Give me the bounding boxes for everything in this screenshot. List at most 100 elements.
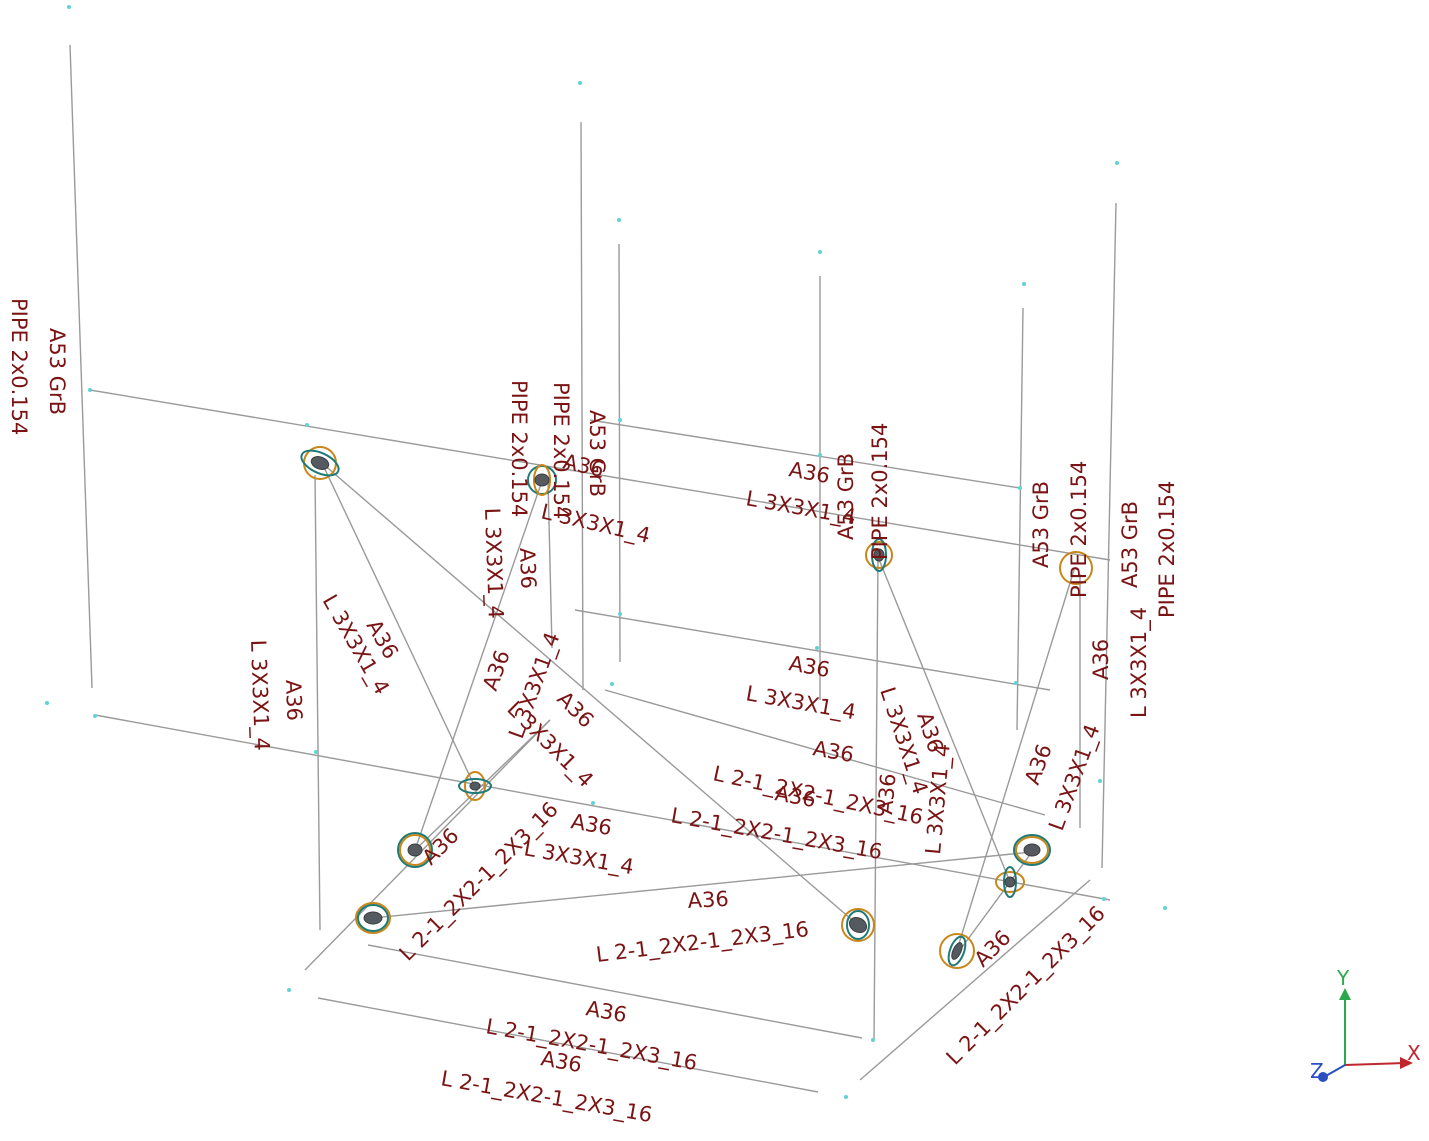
material-label: A36	[478, 647, 515, 694]
node-point[interactable]	[815, 646, 819, 650]
material-label: A36	[970, 926, 1016, 972]
material-label: A36	[552, 687, 598, 733]
member-line[interactable]	[589, 419, 1021, 489]
release-symbol[interactable]	[995, 866, 1025, 898]
member-line[interactable]	[314, 474, 321, 931]
member-line[interactable]	[574, 609, 1051, 691]
material-label: A36	[281, 679, 306, 721]
material-label: A36	[1089, 639, 1113, 680]
material-label: A53 GrB	[1029, 481, 1053, 568]
joint-release-symbols	[298, 445, 1093, 969]
node-point[interactable]	[618, 612, 622, 616]
structure-members	[69, 44, 1117, 1093]
node-point[interactable]	[818, 453, 822, 457]
section-label: PIPE 2x0.154	[7, 298, 31, 435]
member-line[interactable]	[618, 243, 621, 663]
node-point[interactable]	[871, 1038, 875, 1042]
node-point[interactable]	[578, 81, 582, 85]
section-label: L 3X3X1_4	[1044, 721, 1105, 834]
node-point[interactable]	[93, 714, 97, 718]
member-line[interactable]	[317, 997, 819, 1093]
section-label: L 3X3X1_4	[921, 743, 956, 856]
node-point[interactable]	[1098, 779, 1102, 783]
node-point[interactable]	[1018, 486, 1022, 490]
node-point[interactable]	[610, 682, 614, 686]
node-point[interactable]	[844, 1095, 848, 1099]
section-label: L 2-1_2X2-1_2X3_16	[439, 1066, 654, 1128]
section-label: PIPE 2x0.154	[868, 423, 892, 560]
member-line[interactable]	[372, 851, 1033, 919]
release-symbol[interactable]	[397, 832, 433, 868]
node-point[interactable]	[618, 418, 622, 422]
release-symbol[interactable]	[298, 445, 343, 480]
section-label: PIPE 2x0.154	[1067, 461, 1091, 598]
node-point[interactable]	[617, 218, 621, 222]
node-point[interactable]	[818, 250, 822, 254]
member-line[interactable]	[414, 480, 543, 851]
member-line[interactable]	[94, 714, 1111, 901]
node-point[interactable]	[88, 388, 92, 392]
member-line[interactable]	[1016, 307, 1024, 731]
release-symbol[interactable]	[865, 538, 893, 572]
material-label: A36	[873, 772, 900, 815]
material-label: A36	[687, 887, 729, 913]
material-label: A36	[569, 809, 614, 840]
node-point[interactable]	[1014, 681, 1018, 685]
x-axis-label: X	[1407, 1041, 1421, 1065]
node-point[interactable]	[287, 988, 291, 992]
node-point[interactable]	[67, 5, 71, 9]
section-label: PIPE 2x0.154	[549, 382, 573, 519]
material-label: A53 GrB	[45, 328, 69, 415]
section-label: L 2-1_2X2-1_2X3_16	[484, 1014, 699, 1076]
release-symbol[interactable]	[458, 771, 492, 801]
member-line[interactable]	[547, 479, 553, 649]
node-point[interactable]	[591, 801, 595, 805]
x-axis-arrow	[1400, 1057, 1413, 1069]
material-label: A36	[787, 457, 832, 488]
section-label: L 3X3X1_4	[479, 507, 508, 619]
section-label: L 2-1_2X2-1_2X3_16	[395, 797, 564, 966]
member-line[interactable]	[873, 556, 879, 1041]
node-point[interactable]	[1102, 897, 1106, 901]
node-point[interactable]	[1163, 906, 1167, 910]
section-label: PIPE 2x0.154	[1155, 481, 1179, 618]
node-point[interactable]	[314, 750, 318, 754]
member-line[interactable]	[604, 689, 1046, 816]
release-symbol[interactable]	[355, 902, 391, 934]
node-point[interactable]	[1115, 161, 1119, 165]
member-line[interactable]	[1101, 202, 1117, 869]
section-label: L 2-1_2X2-1_2X3_16	[942, 901, 1111, 1070]
node-point[interactable]	[1022, 282, 1026, 286]
member-line[interactable]	[321, 462, 859, 926]
release-symbol[interactable]	[1013, 834, 1051, 866]
member-line[interactable]	[321, 462, 476, 788]
axis-triad: Y X Z	[1310, 966, 1421, 1083]
member-line[interactable]	[959, 851, 1033, 951]
member-line[interactable]	[367, 944, 863, 1039]
member-line[interactable]	[956, 569, 1075, 951]
member-line[interactable]	[69, 44, 93, 689]
node-point[interactable]	[45, 701, 49, 705]
release-symbol[interactable]	[527, 464, 557, 496]
material-label: A36	[1020, 741, 1057, 788]
material-label: A53 GrB	[834, 453, 858, 540]
section-label: L 3X3X1_4	[522, 836, 636, 880]
member-line[interactable]	[304, 719, 551, 971]
material-label: A36	[811, 736, 856, 767]
release-symbol[interactable]	[841, 908, 875, 942]
section-label: L 3X3X1_4	[245, 639, 274, 751]
release-symbol[interactable]	[939, 933, 975, 969]
y-axis-label: Y	[1336, 966, 1350, 990]
member-line[interactable]	[580, 121, 584, 691]
material-label: A36	[515, 547, 540, 589]
material-label: A53 GrB	[585, 410, 609, 497]
section-label: L 3X3X1_4	[1127, 607, 1152, 718]
member-line[interactable]	[414, 719, 551, 851]
member-line[interactable]	[877, 556, 1011, 883]
member-line[interactable]	[859, 879, 1091, 1081]
node-point[interactable]	[305, 423, 309, 427]
member-line[interactable]	[89, 389, 1111, 561]
release-symbol[interactable]	[1059, 551, 1093, 585]
section-label: L 3X3X1_4	[744, 681, 858, 725]
